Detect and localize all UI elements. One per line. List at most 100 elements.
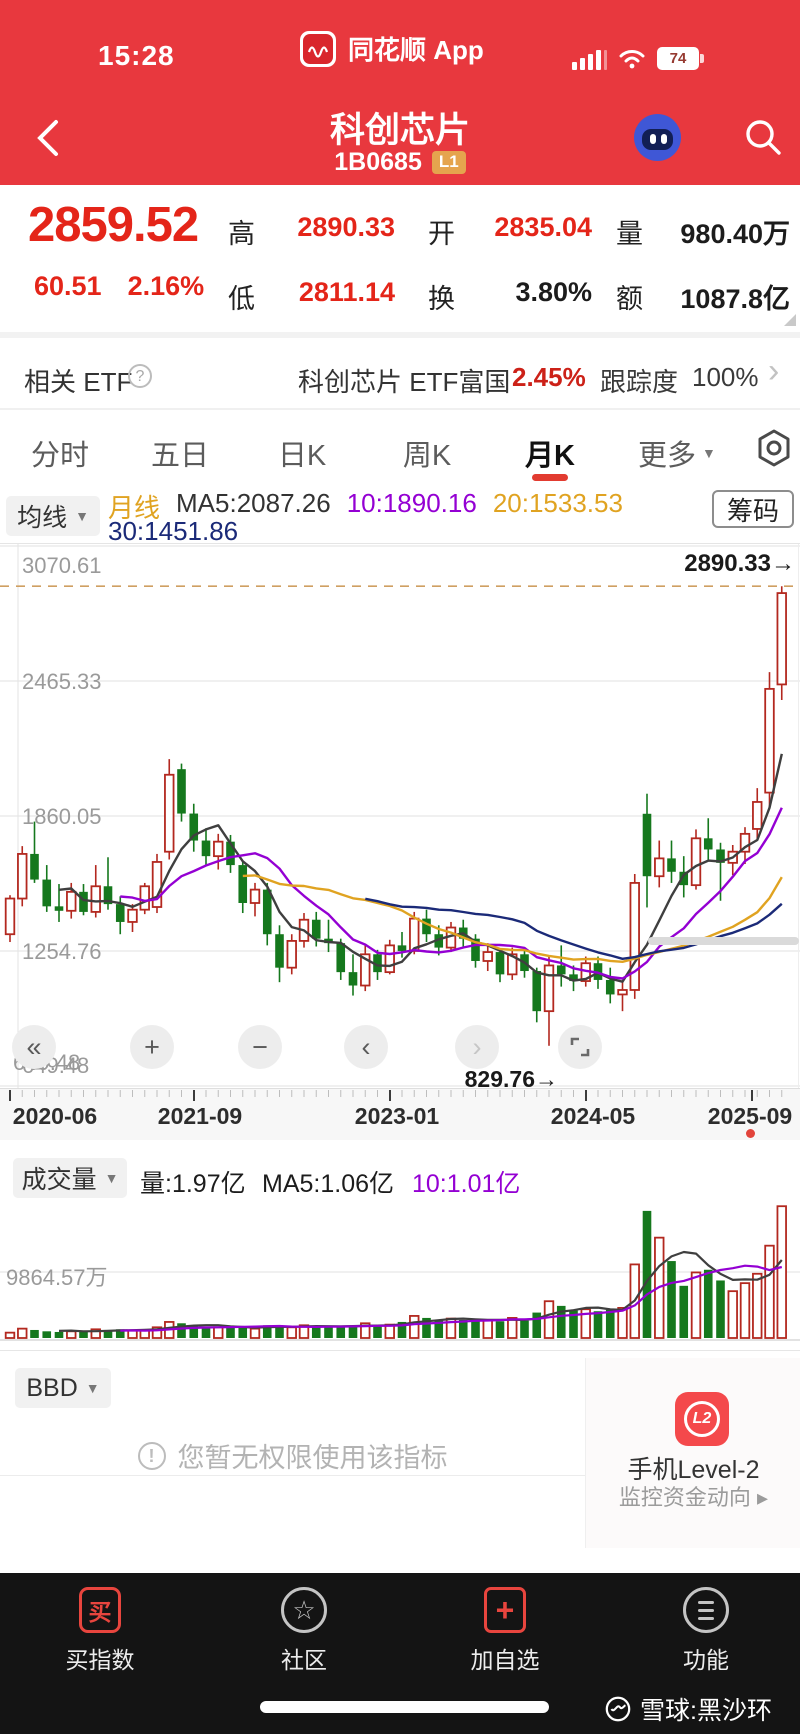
no-permission-text: 您暂无权限使用该指标 <box>177 1443 448 1473</box>
no-permission-message: ! 您暂无权限使用该指标 <box>0 1436 585 1475</box>
active-tab-underline <box>532 474 568 481</box>
chart-settings-button[interactable] <box>752 426 796 470</box>
ma5-value: MA5:2087.26 <box>176 488 331 518</box>
ma-dropdown-button[interactable]: 均线 ▼ <box>6 496 100 536</box>
app-header: 15:28 同花顺 App 74 科创芯片 1 <box>0 0 800 185</box>
stat-value: 3.80% <box>515 277 592 307</box>
level2-promo-card[interactable]: L2 手机Level-2 监控资金动向 ▸ <box>585 1358 800 1548</box>
tab-monthly[interactable]: 月K <box>525 440 575 472</box>
change-percent: 2.16% <box>127 271 205 301</box>
status-icons: 74 <box>572 42 782 70</box>
nav-buy-index[interactable]: 买 买指数 <box>40 1587 160 1675</box>
volume-ma5: MA5:1.06亿 <box>262 1170 395 1198</box>
volume-chart[interactable]: 9864.57万 <box>0 1200 800 1348</box>
volume-dropdown-button[interactable]: 成交量 ▼ <box>13 1158 127 1198</box>
candles <box>4 586 787 1046</box>
indicator-dropdown-button[interactable]: BBD ▼ <box>15 1368 111 1408</box>
y-axis-label: 2465.33 <box>22 668 102 694</box>
kline-svg <box>0 544 800 1089</box>
stat-value: 1087.8亿 <box>680 284 790 314</box>
back-button[interactable] <box>30 116 66 160</box>
etf-name: 科创芯片 ETF富国 <box>298 367 511 397</box>
level-badge: L1 <box>431 151 466 174</box>
features-menu-icon <box>683 1587 729 1633</box>
stock-code-row: 1B0685 L1 <box>0 148 800 177</box>
level2-badge: L2 <box>684 1401 720 1437</box>
volume-dropdown-label: 成交量 <box>21 1166 97 1194</box>
quote-panel[interactable]: 2859.52 60.51 2.16% 高 2890.33 开 2835.04 … <box>0 185 800 332</box>
tab-weekly[interactable]: 周K <box>402 440 452 472</box>
divider <box>0 1350 800 1351</box>
back-chevron-icon <box>37 120 58 156</box>
level2-icon: L2 <box>675 1392 729 1446</box>
chart-zoom-in-button[interactable]: + <box>130 1025 174 1069</box>
tab-daily[interactable]: 日K <box>277 440 327 472</box>
buy-icon: 买 <box>79 1587 121 1633</box>
fullscreen-icon <box>570 1037 590 1057</box>
nav-label: 买指数 <box>65 1647 135 1673</box>
watermark-text: 雪球:黑沙环 <box>640 1697 772 1725</box>
y-axis-label: 3070.61 <box>22 553 102 578</box>
chart-pan-left-button[interactable]: ‹ <box>344 1025 388 1069</box>
ma-legend: 均线 ▼ 月线 MA5:2087.26 10:1890.16 20:1533.53… <box>0 486 800 546</box>
current-month-dot <box>746 1129 755 1138</box>
high-annotation: 2890.33→ <box>684 550 795 577</box>
chevron-down-icon: ▼ <box>702 445 716 461</box>
stat-label: 额 <box>616 284 643 314</box>
x-axis-ticks <box>9 1090 783 1101</box>
price-change: 60.51 2.16% <box>34 271 204 302</box>
nav-label: 社区 <box>281 1647 327 1673</box>
nav-features[interactable]: 功能 <box>646 1587 766 1675</box>
x-axis-label: 2020-06 <box>12 1103 98 1129</box>
vol-ma10-line <box>120 1264 783 1332</box>
volume-header: 成交量 ▼ 量:1.97亿 MA5:1.06亿 10:1.01亿 <box>0 1156 800 1200</box>
chart-pan-left-fast-button[interactable]: « <box>12 1025 56 1069</box>
stat-value: 2890.33 <box>297 212 395 242</box>
bbd-section: BBD ▼ ! 您暂无权限使用该指标 L2 手机Level-2 监控资金动向 ▸ <box>0 1358 800 1548</box>
tab-fenshi[interactable]: 分时 <box>30 440 90 472</box>
stat-label: 开 <box>428 219 455 249</box>
volume-value: 量:1.97亿 <box>140 1170 246 1198</box>
nav-label: 功能 <box>683 1647 729 1673</box>
chart-fullscreen-button[interactable] <box>558 1025 602 1069</box>
nav-add-watchlist[interactable]: + 加自选 <box>445 1587 565 1675</box>
etf-change: 2.45% <box>512 362 586 392</box>
snowball-logo-icon <box>605 1696 631 1722</box>
x-axis: 2020-06 2021-09 2023-01 2024-05 2025-09 <box>0 1088 800 1140</box>
change-value: 60.51 <box>34 271 102 301</box>
app-banner[interactable]: 同花顺 App <box>300 30 484 67</box>
tab-more[interactable]: 更多 ▼ <box>638 432 716 474</box>
stat-label: 高 <box>228 219 255 249</box>
app-banner-label: 同花顺 App <box>348 35 484 65</box>
cellular-icon <box>572 50 607 70</box>
nav-community[interactable]: ☆ 社区 <box>244 1587 364 1675</box>
search-button[interactable] <box>742 116 784 158</box>
chart-pan-right-button[interactable]: › <box>455 1025 499 1069</box>
ma30-value: 30:1451.86 <box>108 516 239 546</box>
chart-scroll-indicator[interactable] <box>648 937 799 945</box>
ma-values-line1: 月线 MA5:2087.26 10:1890.16 20:1533.53 <box>108 488 623 525</box>
volume-ytick: 9864.57万 <box>6 1265 108 1290</box>
x-axis-label: 2025-09 <box>707 1103 793 1129</box>
chevron-right-icon: › <box>768 352 780 390</box>
home-indicator[interactable] <box>260 1701 549 1713</box>
vol-ma5-line <box>58 1250 783 1333</box>
chart-zoom-out-button[interactable]: − <box>238 1025 282 1069</box>
stat-value: 2811.14 <box>298 277 395 307</box>
add-watchlist-icon: + <box>484 1587 526 1633</box>
indicator-dropdown-label: BBD <box>26 1373 78 1402</box>
community-star-icon: ☆ <box>281 1587 327 1633</box>
chips-button[interactable]: 筹码 <box>712 490 794 528</box>
tracking-label: 跟踪度 <box>600 367 679 397</box>
tab-more-label: 更多 <box>638 440 697 472</box>
divider <box>0 1475 585 1476</box>
ai-assistant-button[interactable] <box>634 114 681 161</box>
kline-chart[interactable]: 3070.61 2465.33 1860.05 1254.76 649.48 2890.… <box>0 543 800 1092</box>
gear-icon <box>758 429 790 467</box>
squiggle-icon <box>307 45 329 58</box>
tab-5day[interactable]: 五日 <box>150 440 210 472</box>
related-etf-row[interactable]: 相关 ETF ? 科创芯片 ETF富国 2.45% 跟踪度 100% › <box>0 332 800 408</box>
help-icon[interactable]: ? <box>128 364 152 388</box>
expand-corner-icon[interactable] <box>784 314 796 326</box>
